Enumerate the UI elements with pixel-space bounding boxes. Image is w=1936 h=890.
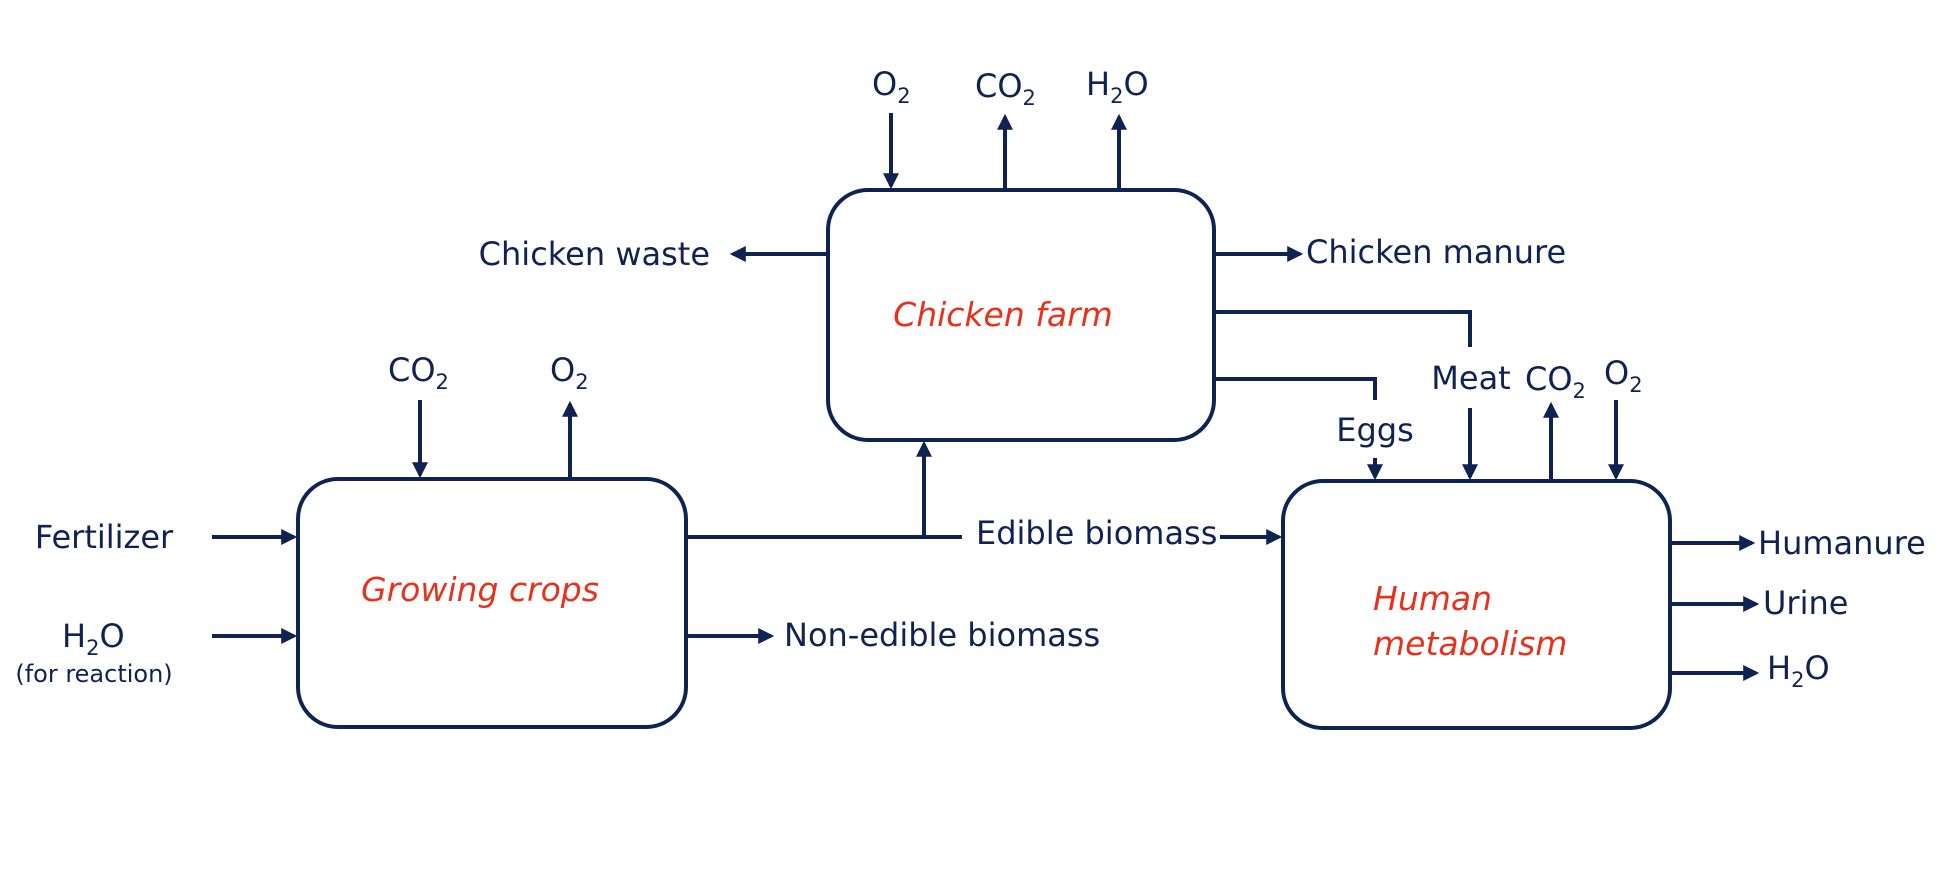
non-edible-biomass-label: Non-edible biomass [784,616,1100,654]
meat-label: Meat [1431,359,1510,397]
fertilizer-label: Fertilizer [35,518,174,556]
crops-co2-label: CO2 [388,351,449,394]
human-h2o-label: H2O [1767,649,1830,692]
chicken-h2o-label: H2O [1086,65,1149,108]
humanure-label: Humanure [1758,524,1926,562]
human-o2-label: O2 [1604,354,1643,397]
chicken-co2-label: CO2 [975,67,1036,110]
crops-h2o-label: H2O [62,617,125,660]
chicken-manure-label: Chicken manure [1306,233,1566,271]
urine-label: Urine [1763,584,1848,622]
h2o-note-label: (for reaction) [15,660,172,688]
eggs-connector [1214,377,1377,400]
chicken-farm-box [826,188,1216,442]
human-metabolism-label-line1: Human [1373,579,1492,618]
meat-connector [1214,310,1472,347]
growing-crops-box [296,477,688,729]
chicken-o2-label: O2 [872,65,911,108]
edible-biomass-label: Edible biomass [976,514,1217,552]
chicken-farm-label: Chicken farm [893,295,1113,334]
human-metabolism-label-line2: metabolism [1373,624,1567,663]
human-co2-label: CO2 [1525,360,1586,403]
crops-o2-label: O2 [550,351,589,394]
eggs-label: Eggs [1336,411,1414,449]
growing-crops-label: Growing crops [361,570,599,609]
chicken-waste-label: Chicken waste [479,235,710,273]
